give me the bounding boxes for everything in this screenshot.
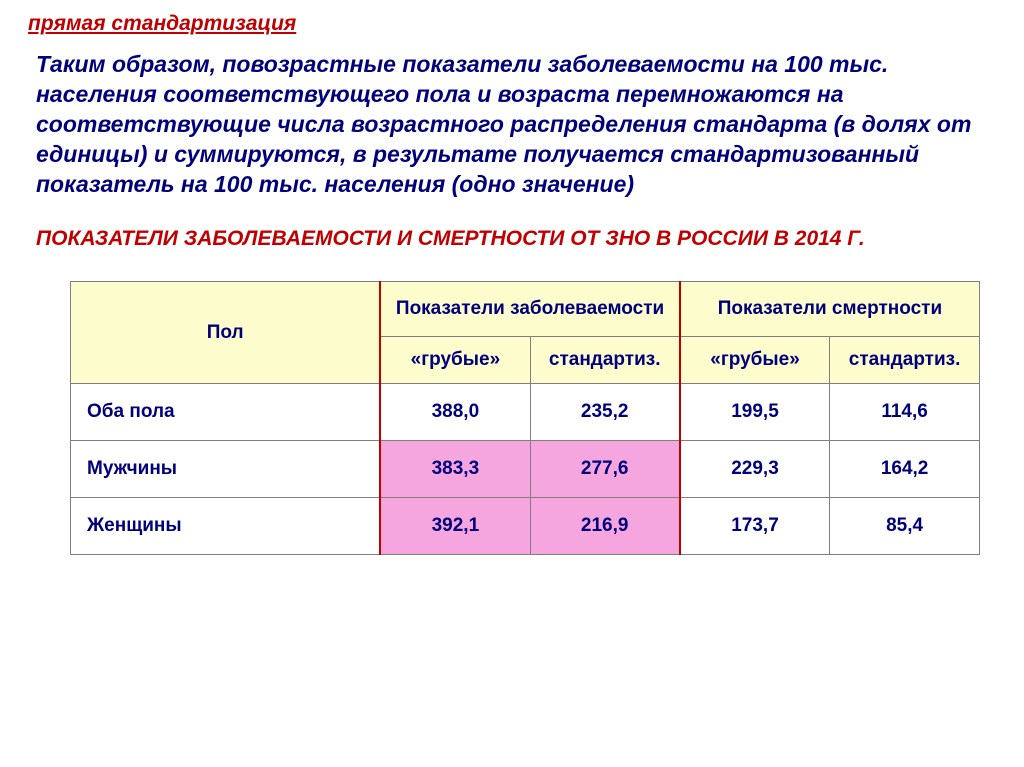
table-row: Женщины 392,1 216,9 173,7 85,4 (71, 498, 980, 555)
cell-mort-std: 164,2 (830, 441, 980, 498)
body-paragraph: Таким образом, повозрастные показатели з… (36, 50, 996, 199)
cell-morb-std: 277,6 (530, 441, 680, 498)
col-header-mort-crude: «грубые» (680, 337, 830, 384)
row-label: Женщины (71, 498, 381, 555)
cell-mort-std: 114,6 (830, 384, 980, 441)
col-header-morb-crude: «грубые» (380, 337, 530, 384)
table-row: Мужчины 383,3 277,6 229,3 164,2 (71, 441, 980, 498)
col-header-mort-std: стандартиз. (830, 337, 980, 384)
cell-morb-std: 235,2 (530, 384, 680, 441)
col-header-morb-std: стандартиз. (530, 337, 680, 384)
cell-morb-crude: 383,3 (380, 441, 530, 498)
rates-table: Пол Показатели заболеваемости Показатели… (70, 281, 980, 555)
cell-mort-crude: 173,7 (680, 498, 830, 555)
cell-mort-crude: 229,3 (680, 441, 830, 498)
row-label: Оба пола (71, 384, 381, 441)
heading-standardization: прямая стандартизация (28, 12, 996, 36)
cell-morb-crude: 392,1 (380, 498, 530, 555)
cell-mort-std: 85,4 (830, 498, 980, 555)
table-title: ПОКАЗАТЕЛИ ЗАБОЛЕВАЕМОСТИ И СМЕРТНОСТИ О… (36, 227, 996, 251)
slide: прямая стандартизация Таким образом, пов… (0, 0, 1024, 555)
cell-mort-crude: 199,5 (680, 384, 830, 441)
table-row: Оба пола 388,0 235,2 199,5 114,6 (71, 384, 980, 441)
col-group-morbidity: Показатели заболеваемости (380, 282, 680, 337)
table-container: Пол Показатели заболеваемости Показатели… (70, 281, 996, 555)
col-header-gender: Пол (71, 282, 381, 384)
col-group-mortality: Показатели смертности (680, 282, 980, 337)
cell-morb-crude: 388,0 (380, 384, 530, 441)
cell-morb-std: 216,9 (530, 498, 680, 555)
row-label: Мужчины (71, 441, 381, 498)
